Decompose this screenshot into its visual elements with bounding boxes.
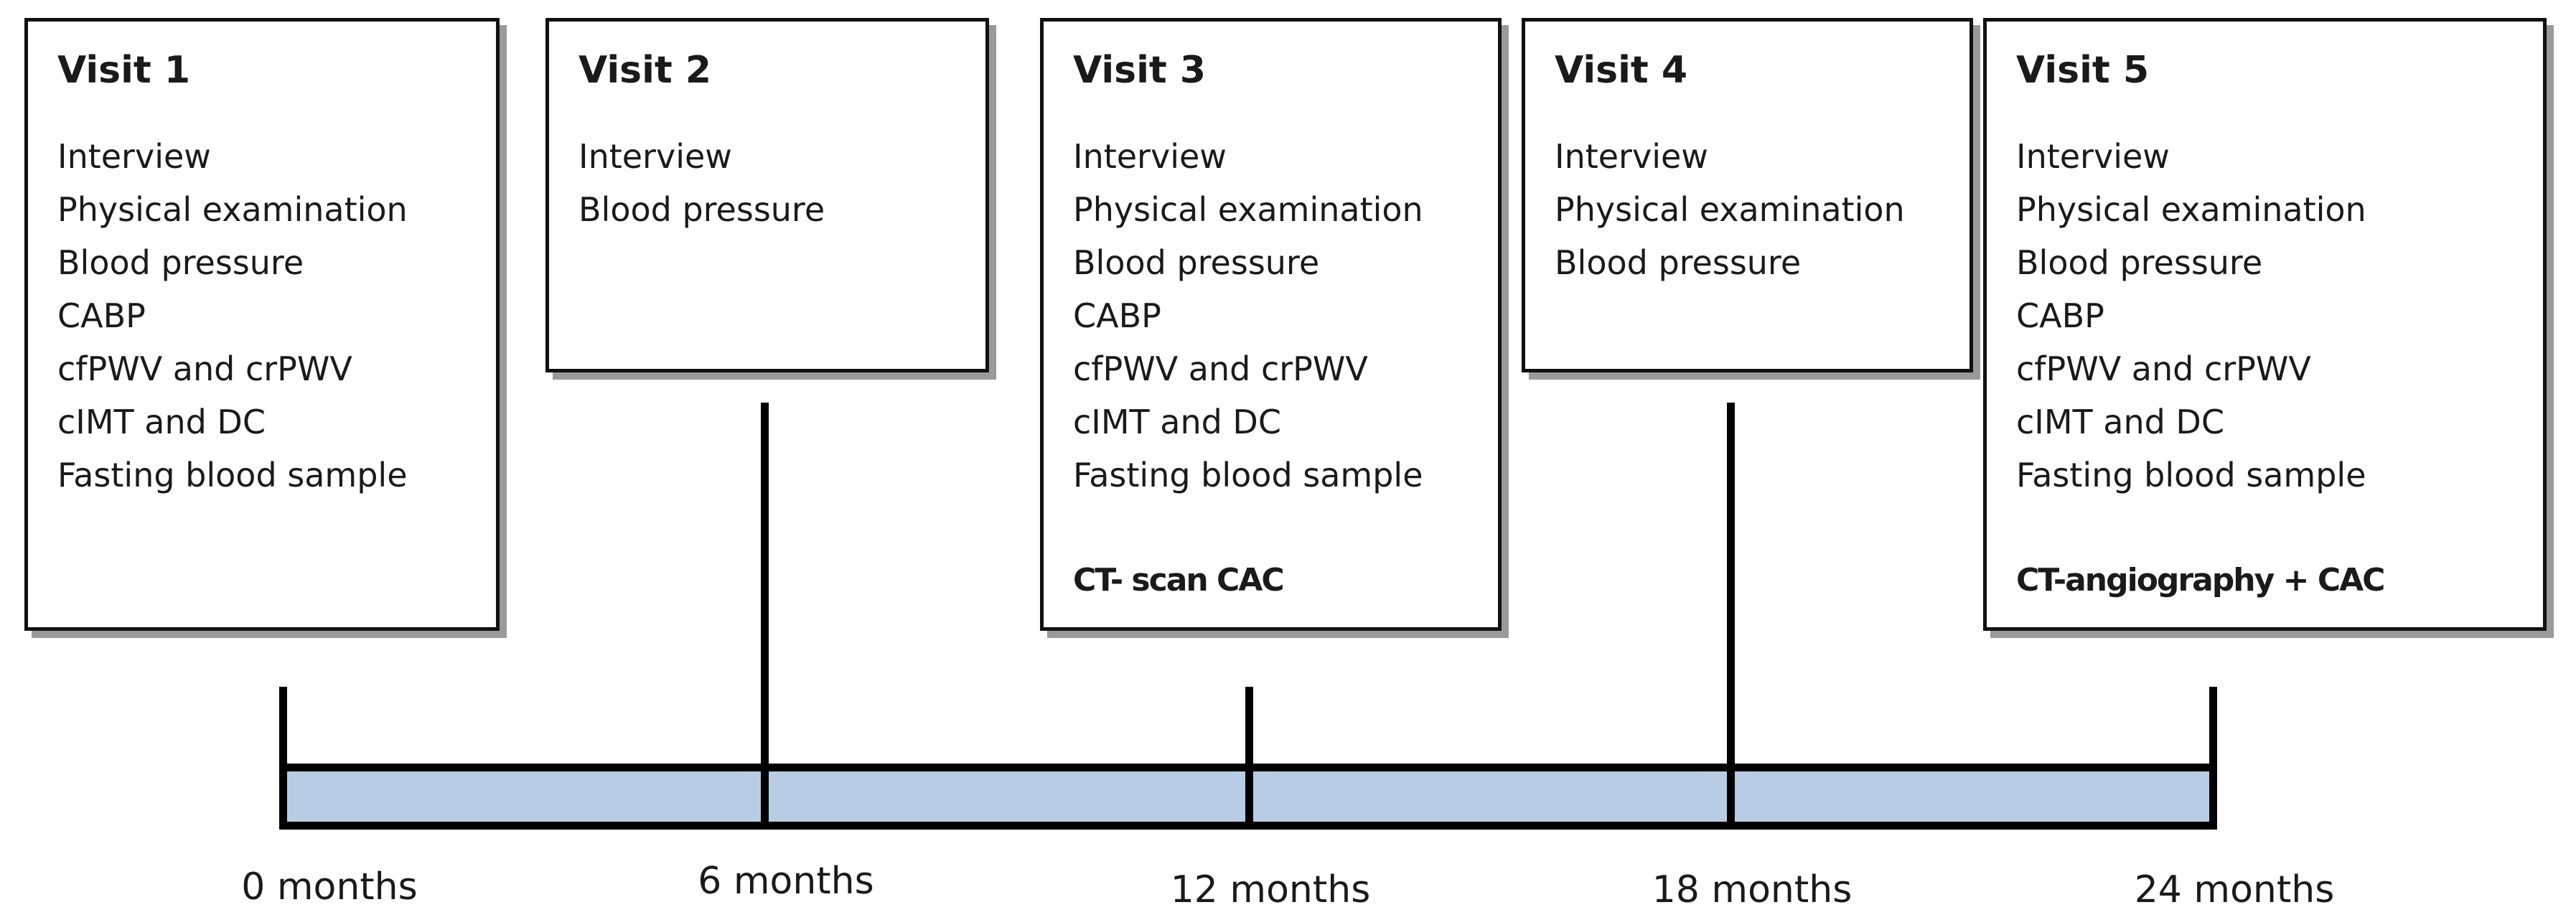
visit-item: CABP [2016,296,2104,335]
visit-item: Fasting blood sample [1073,456,1423,494]
timeline-label: 12 months [1170,868,1371,911]
visit-item: Physical examination [1555,190,1905,229]
timeline-tick [1727,403,1735,830]
visit-item: Interview [2016,137,2170,176]
timeline-label: 18 months [1652,868,1853,911]
visit-highlight: CT-angiography + CAC [2016,562,2385,599]
timeline-tick [761,403,769,830]
timeline-tick [279,687,287,830]
visit-box: Visit 5 Interview Physical examination Bloo… [1983,18,2547,631]
visit-title: Visit 5 [2016,49,2150,92]
visit-title: Visit 2 [579,49,712,92]
timeline-tick [2209,687,2217,830]
visit-item: cfPWV and crPWV [57,349,352,388]
visit-item: cIMT and DC [57,403,266,441]
visit-highlight: CT- scan CAC [1073,562,1285,599]
visit-item: cIMT and DC [2016,403,2224,441]
timeline-label: 0 months [241,865,418,909]
visit-item: cfPWV and crPWV [2016,349,2311,388]
visit-box: Visit 4 Interview Physical examination Bloo… [1522,18,1973,372]
timeline-tick [1245,687,1253,830]
visit-item: Blood pressure [579,190,825,229]
visit-item: CABP [57,296,146,335]
timeline-label: 6 months [698,860,874,903]
visit-item: Physical examination [57,190,408,229]
visit-title: Visit 1 [57,49,191,92]
visit-item: Interview [1555,137,1708,176]
visit-item: Blood pressure [1555,243,1802,282]
visit-item: Interview [57,137,211,176]
visit-item: CABP [1073,296,1161,335]
visit-item: Blood pressure [2016,243,2263,282]
visit-item: cfPWV and crPWV [1073,349,1368,388]
visit-item: Blood pressure [57,243,304,282]
timeline-label: 24 months [2134,868,2335,911]
visit-item: Interview [579,137,732,176]
visit-box: Visit 2 Interview Blood pressure [545,18,989,372]
visit-item: cIMT and DC [1073,403,1281,441]
visit-title: Visit 3 [1073,49,1207,92]
visit-title: Visit 4 [1555,49,1688,92]
visit-box: Visit 3 Interview Physical examination Bloo… [1040,18,1502,631]
visit-item: Physical examination [2016,190,2366,229]
visit-item: Blood pressure [1073,243,1320,282]
visit-box: Visit 1 Interview Physical examination Bloo… [24,18,500,631]
visit-item: Physical examination [1073,190,1423,229]
visit-item: Fasting blood sample [57,456,408,494]
visit-item: Interview [1073,137,1227,176]
visit-item: Fasting blood sample [2016,456,2366,494]
